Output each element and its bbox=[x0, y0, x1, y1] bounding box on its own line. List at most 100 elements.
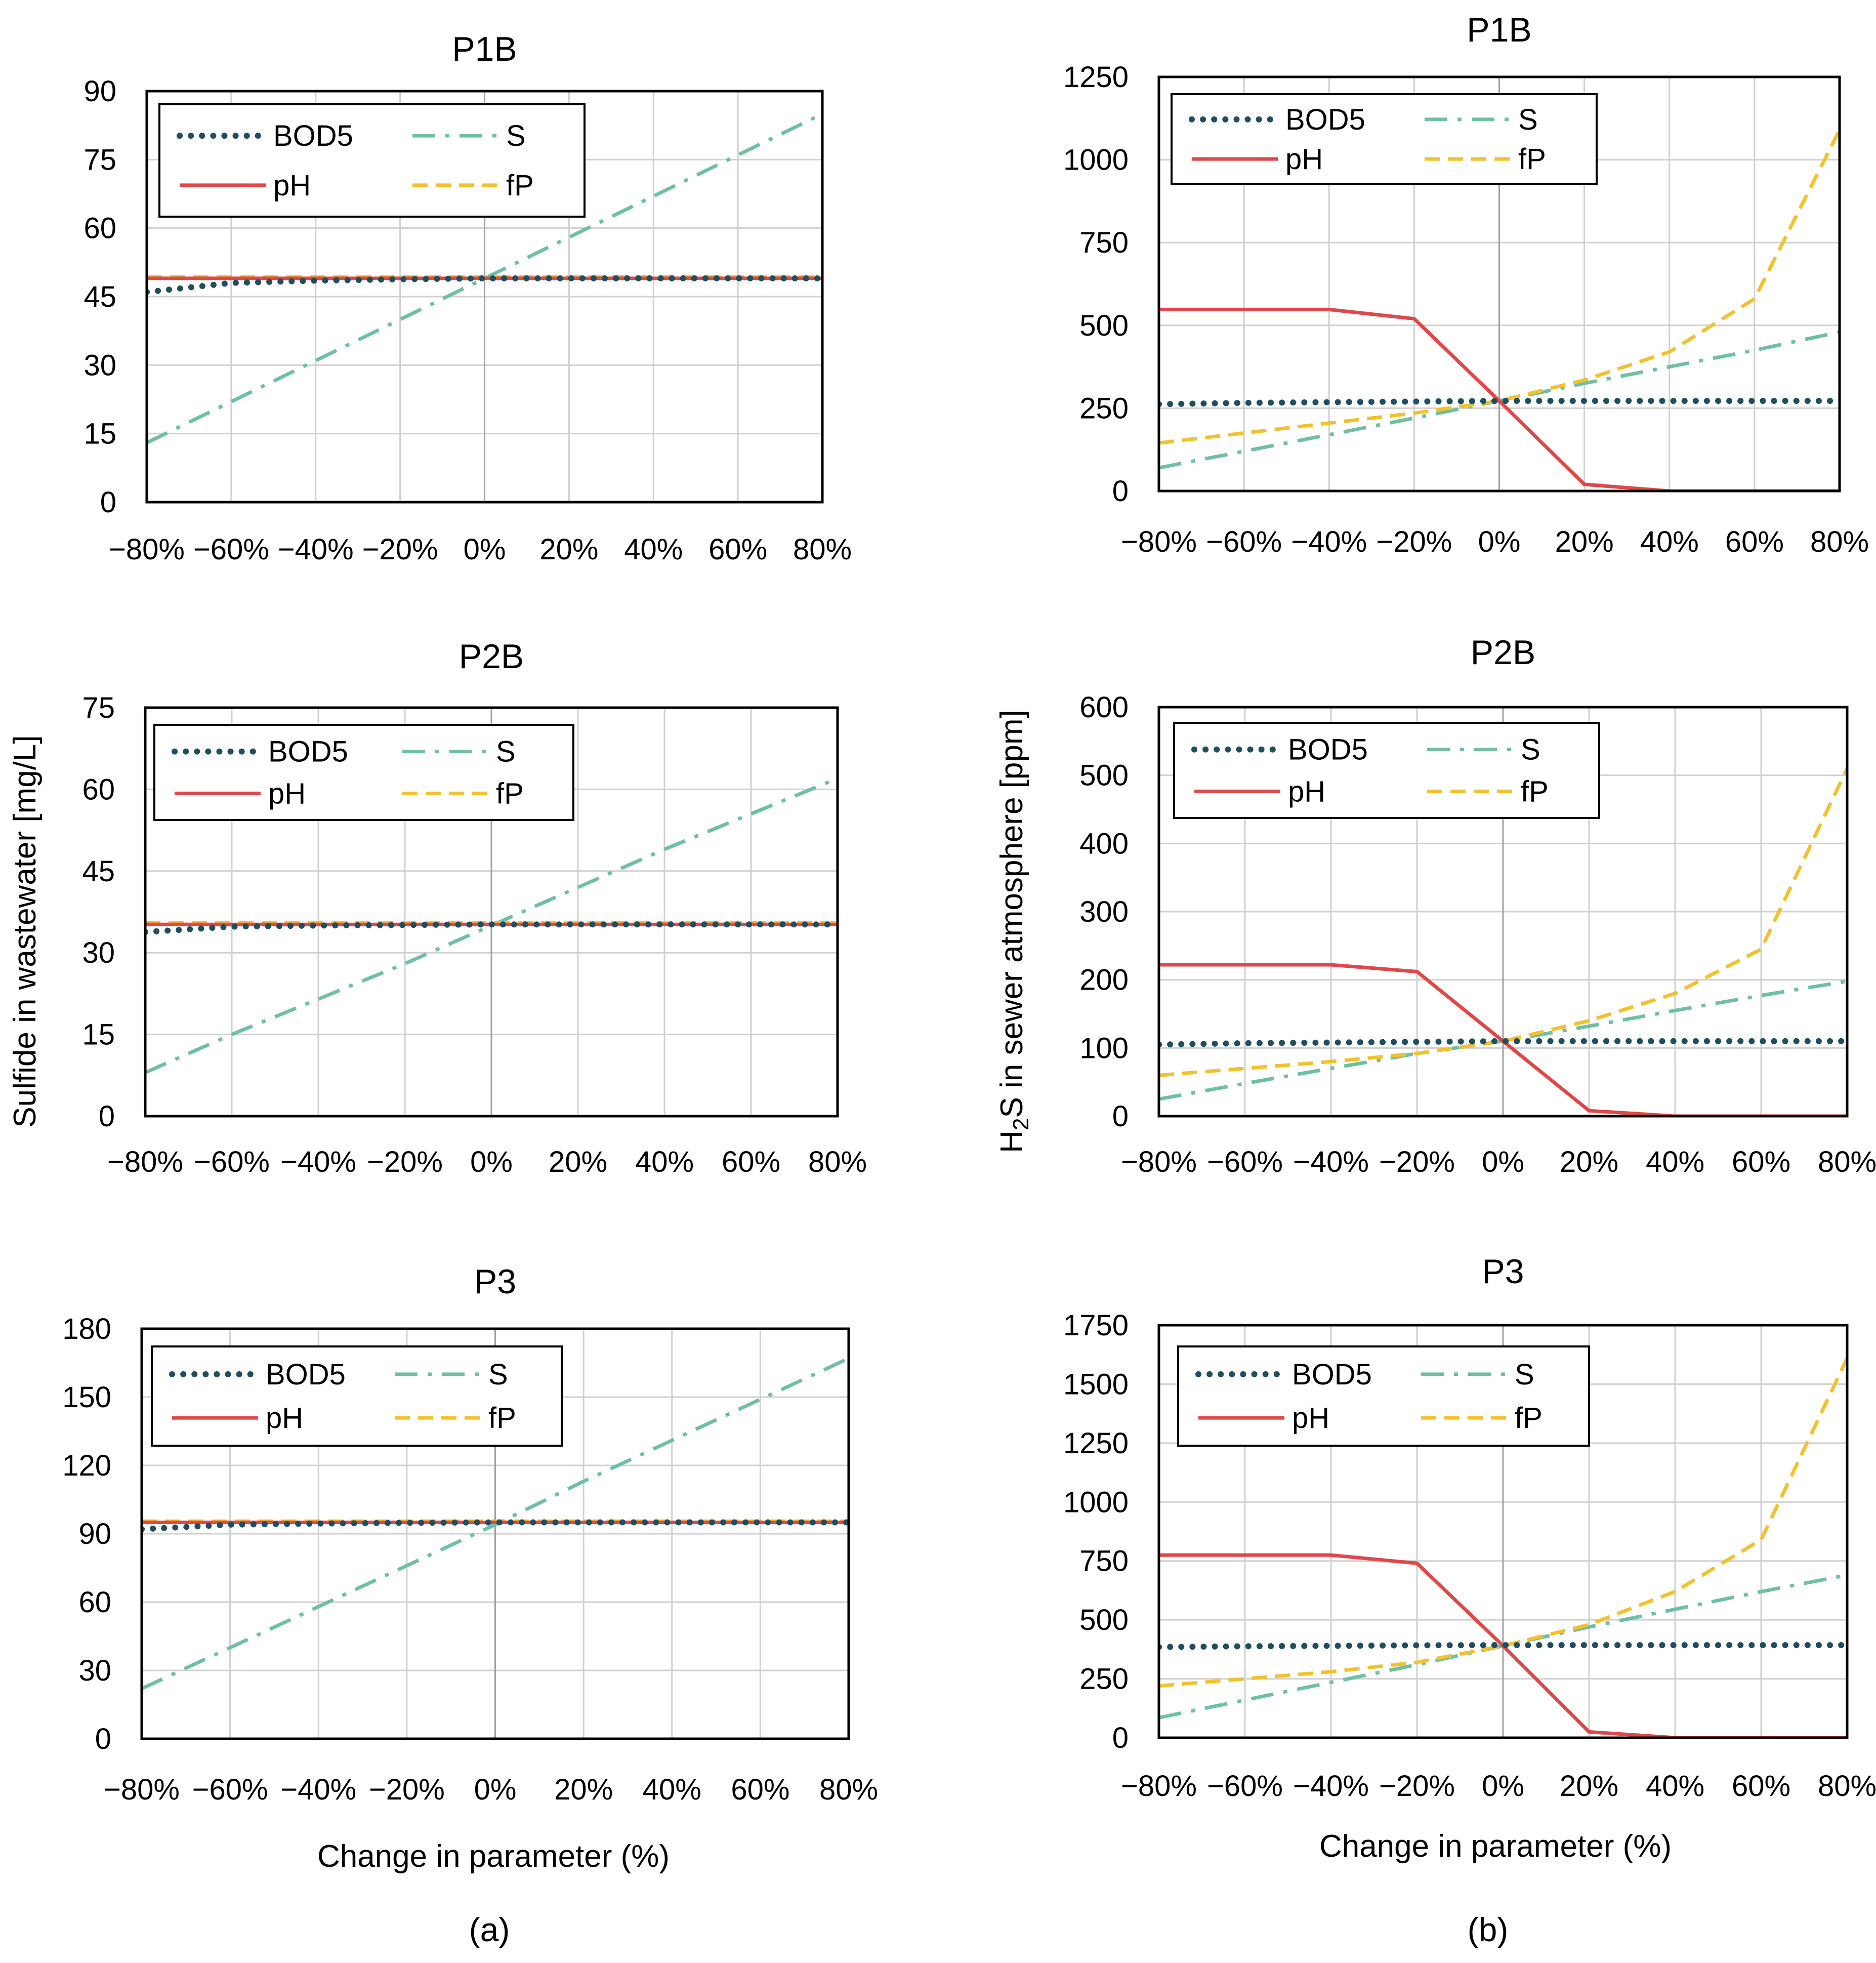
y-tick-label: 0 bbox=[99, 1100, 115, 1133]
x-tick-label: 20% bbox=[539, 533, 598, 566]
plot-area bbox=[140, 1327, 850, 1740]
series-line-bod5 bbox=[147, 275, 822, 295]
x-tick-label: 0% bbox=[470, 1146, 513, 1178]
x-tick-label: 80% bbox=[808, 1146, 867, 1178]
plot-area bbox=[1157, 1324, 1849, 1739]
x-tick-label: 0% bbox=[1482, 1146, 1524, 1178]
y-tick-label: 60 bbox=[78, 1586, 111, 1619]
series-line-bod5 bbox=[1159, 398, 1840, 407]
legend: BOD5 SpH fP bbox=[153, 724, 574, 821]
x-tick-label: −60% bbox=[193, 533, 269, 566]
chart-title: P3 bbox=[474, 1262, 516, 1301]
legend-label-fp: fP bbox=[506, 169, 534, 202]
legend-label-bod5: BOD5 bbox=[268, 735, 348, 768]
legend-label-bod5: BOD5 bbox=[1288, 733, 1368, 766]
y-tick-label: 75 bbox=[84, 143, 116, 176]
plot-area bbox=[1157, 75, 1841, 493]
legend-label-ph: pH bbox=[1292, 1402, 1329, 1435]
x-tick-label: −40% bbox=[1293, 1146, 1369, 1178]
legend-label-fp: fP bbox=[488, 1402, 516, 1435]
x-tick-label: −20% bbox=[369, 1773, 445, 1806]
x-tick-label: 40% bbox=[1640, 525, 1699, 558]
x-tick-label: −40% bbox=[1293, 1770, 1369, 1803]
chart-a-p3: 0 30 60 90 120 150 180 −80% −60% −40% −20% 0% 20% 40%… bbox=[62, 1262, 878, 1806]
y-tick-label: 60 bbox=[84, 212, 116, 245]
chart-a-p2b: 0 15 30 45 60 75 −80% −60% −40% −20% 0% 20% 40% 60% 80… bbox=[82, 637, 867, 1178]
plot-area bbox=[144, 706, 839, 1118]
legend-label-s: S bbox=[496, 735, 516, 768]
panel-label-a: (a) bbox=[469, 1911, 510, 1948]
x-tick-label: −80% bbox=[1121, 525, 1197, 558]
series-line-bod5 bbox=[145, 921, 838, 935]
chart-title: P2B bbox=[459, 637, 524, 676]
legend-label-ph: pH bbox=[1288, 775, 1325, 808]
y-tick-label: 30 bbox=[82, 936, 115, 969]
legend-label-bod5: BOD5 bbox=[273, 119, 353, 152]
x-tick-label: 60% bbox=[722, 1146, 780, 1178]
legend-label-bod5: BOD5 bbox=[1292, 1358, 1372, 1391]
y-tick-label: 30 bbox=[78, 1654, 111, 1687]
x-tick-label: −40% bbox=[1291, 525, 1367, 558]
left-y-axis-label: Sulfide in wastewater [mg/L] bbox=[8, 735, 43, 1127]
legend: BOD5 SpH fP bbox=[1173, 722, 1600, 819]
x-tick-label: −80% bbox=[109, 533, 185, 566]
x-tick-label: 60% bbox=[1732, 1146, 1790, 1178]
x-tick-label: 20% bbox=[1560, 1770, 1618, 1803]
x-tick-label: −20% bbox=[1379, 1770, 1455, 1803]
y-tick-label: 300 bbox=[1079, 895, 1129, 928]
y-tick-label: 100 bbox=[1079, 1032, 1129, 1065]
x-tick-label: 60% bbox=[1732, 1770, 1790, 1803]
legend-box bbox=[1177, 1345, 1590, 1447]
y-tick-label: 45 bbox=[84, 280, 116, 313]
y-tick-label: 1000 bbox=[1063, 1486, 1129, 1519]
y-tick-label: 45 bbox=[82, 855, 115, 888]
x-tick-label: 0% bbox=[464, 533, 506, 566]
x-axis-label-right: Change in parameter (%) bbox=[1319, 1829, 1672, 1864]
legend-label-ph: pH bbox=[273, 169, 311, 202]
y-tick-label: 750 bbox=[1079, 1545, 1129, 1578]
x-tick-label: 0% bbox=[474, 1773, 517, 1806]
y-tick-label: 500 bbox=[1079, 759, 1129, 792]
series-line-fp bbox=[1159, 1357, 1847, 1688]
right-y-axis-label-subscript: 2 bbox=[1009, 1118, 1033, 1130]
right-y-axis-label-suffix: S in sewer atmosphere [ppm] bbox=[994, 710, 1029, 1118]
right-y-axis-label-prefix: H bbox=[994, 1130, 1029, 1153]
x-tick-label: 0% bbox=[1478, 525, 1521, 558]
x-tick-label: −60% bbox=[1206, 525, 1282, 558]
y-tick-label: 600 bbox=[1079, 691, 1129, 724]
y-tick-label: 750 bbox=[1079, 226, 1129, 259]
x-tick-label: 80% bbox=[1810, 525, 1869, 558]
x-tick-label: 40% bbox=[1646, 1146, 1704, 1178]
x-tick-label: 40% bbox=[624, 533, 683, 566]
legend-label-s: S bbox=[1515, 1358, 1534, 1391]
plot-area bbox=[145, 90, 824, 504]
x-tick-label: 80% bbox=[819, 1773, 878, 1806]
legend-label-fp: fP bbox=[496, 777, 524, 810]
x-tick-label: 60% bbox=[731, 1773, 789, 1806]
legend-label-s: S bbox=[506, 119, 526, 152]
y-tick-label: 90 bbox=[78, 1518, 111, 1550]
y-tick-label: 250 bbox=[1079, 392, 1129, 425]
panel-label-b: (b) bbox=[1468, 1911, 1509, 1948]
x-tick-label: −20% bbox=[1376, 525, 1452, 558]
x-tick-label: 20% bbox=[1560, 1146, 1618, 1178]
y-tick-label: 1750 bbox=[1063, 1309, 1129, 1342]
x-tick-label: −80% bbox=[104, 1773, 180, 1806]
x-tick-label: 0% bbox=[1482, 1770, 1524, 1803]
x-tick-label: 60% bbox=[708, 533, 767, 566]
x-tick-label: −40% bbox=[278, 533, 354, 566]
x-tick-label: 20% bbox=[549, 1146, 607, 1178]
legend-label-fp: fP bbox=[1521, 775, 1549, 808]
x-tick-label: 80% bbox=[1818, 1770, 1876, 1803]
y-tick-label: 15 bbox=[82, 1018, 115, 1051]
legend-label-s: S bbox=[488, 1358, 508, 1391]
x-tick-label: −80% bbox=[107, 1146, 183, 1178]
y-tick-label: 400 bbox=[1079, 827, 1129, 860]
y-tick-label: 500 bbox=[1079, 309, 1129, 342]
x-tick-label: 80% bbox=[1818, 1146, 1876, 1178]
series-line-s bbox=[142, 1357, 849, 1691]
y-tick-label: 0 bbox=[1112, 1722, 1129, 1754]
y-tick-label: 15 bbox=[84, 418, 116, 451]
